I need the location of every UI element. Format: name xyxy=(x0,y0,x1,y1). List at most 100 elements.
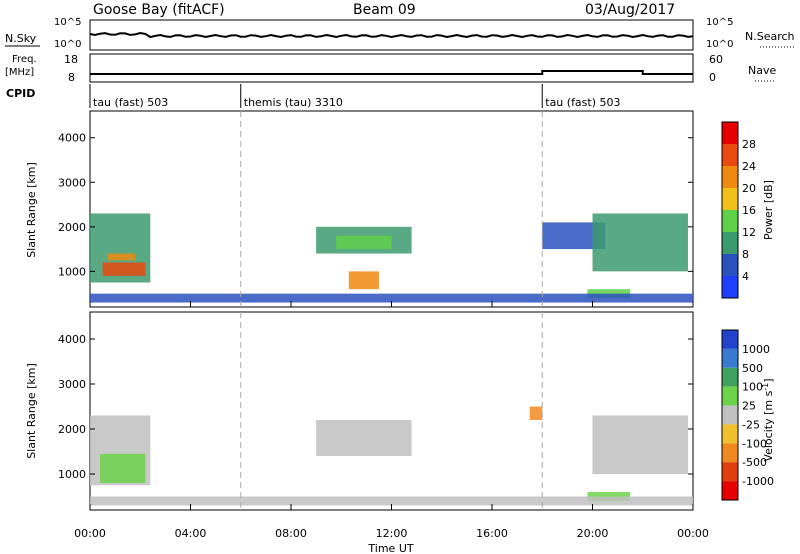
velocity-region xyxy=(592,415,688,474)
power-colorbar-swatch xyxy=(722,188,738,210)
xtick-label: 00:00 xyxy=(677,527,709,540)
nave-tick-0: 0 xyxy=(709,71,716,84)
freq-tick-8: 8 xyxy=(68,71,75,84)
velocity-colorbar-swatch xyxy=(722,405,738,425)
power-region xyxy=(90,293,693,303)
velocity-colorbar: 1000 500 100 25 -25 -100 -500 -1000 xyxy=(721,329,774,501)
power-colorbar-swatch xyxy=(722,144,738,166)
noise-right-label: N.Search xyxy=(745,30,795,43)
power-colorbar-frame xyxy=(721,121,739,299)
velocity-colorbar-tick: -100 xyxy=(742,437,767,450)
velocity-region xyxy=(100,453,146,483)
velocity-colorbar-tick: -1000 xyxy=(742,475,774,488)
power-colorbar-tick: 28 xyxy=(742,138,756,151)
power-region xyxy=(348,271,379,290)
power-region xyxy=(592,213,688,272)
power-colorbar-swatch xyxy=(722,210,738,232)
power-colorbar: 4 8 12 16 20 24 28 xyxy=(721,121,756,299)
velocity-colorbar-tick: -25 xyxy=(742,418,760,431)
velocity-colorbar-label: Velocity [m s-1] xyxy=(761,378,775,461)
velocity-colorbar-swatch xyxy=(722,348,738,368)
noise-sky-line xyxy=(89,31,694,39)
power-ytick-label: 3000 xyxy=(58,176,86,189)
velocity-label-sup: -1 xyxy=(761,383,770,391)
power-colorbar-tick: 16 xyxy=(742,204,756,217)
freq-label-2: [MHz] xyxy=(5,67,34,78)
power-colorbar-swatch xyxy=(722,276,738,298)
noise-right-tick-top: 10^5 xyxy=(706,17,733,28)
nave-tick-60: 60 xyxy=(709,53,723,66)
freq-panel-frame xyxy=(89,53,694,83)
velocity-colorbar-tick: 100 xyxy=(742,381,763,394)
power-region xyxy=(102,262,146,276)
velocity-panel-frame xyxy=(89,311,694,511)
cpid-segment-label: tau (fast) 503 xyxy=(93,96,168,109)
xtick-label: 12:00 xyxy=(376,527,408,540)
power-colorbar-label: Power [dB] xyxy=(762,180,775,240)
cpid-label: CPID xyxy=(6,87,35,100)
date-title: 03/Aug/2017 xyxy=(585,2,675,18)
power-ytick-label: 2000 xyxy=(58,221,86,234)
velocity-colorbar-frame xyxy=(721,329,739,501)
velocity-colorbar-swatch xyxy=(722,462,738,482)
power-ytick-label: 1000 xyxy=(58,265,86,278)
mode-change-lines xyxy=(240,111,543,510)
xtick-label: 04:00 xyxy=(175,527,207,540)
xtick-label: 20:00 xyxy=(577,527,609,540)
power-ytick-label: 4000 xyxy=(58,132,86,145)
x-axis-label: Time UT xyxy=(367,542,413,554)
velocity-region xyxy=(90,496,693,506)
station-title: Goose Bay (fitACF) xyxy=(93,2,225,18)
velocity-label-main: Velocity [m s xyxy=(762,390,775,461)
noise-tick-top: 10^5 xyxy=(54,17,81,28)
velocity-ytick-label: 1000 xyxy=(58,468,86,481)
velocity-ytick-label: 3000 xyxy=(58,378,86,391)
power-colorbar-tick: 8 xyxy=(742,248,749,261)
power-region xyxy=(107,253,136,261)
power-colorbar-tick: 4 xyxy=(742,270,749,283)
velocity-region xyxy=(529,406,543,420)
power-colorbar-swatch xyxy=(722,254,738,276)
power-colorbar-tick: 12 xyxy=(742,226,756,239)
noise-left-label: N.Sky xyxy=(5,32,37,45)
xtick-label: 08:00 xyxy=(275,527,307,540)
power-region xyxy=(336,235,392,250)
velocity-colorbar-swatch xyxy=(722,367,738,387)
velocity-colorbar-tick: 500 xyxy=(742,362,763,375)
power-data xyxy=(90,213,693,303)
power-colorbar-tick: 20 xyxy=(742,182,756,195)
velocity-colorbar-tick: 1000 xyxy=(742,343,770,356)
velocity-ytick-label: 2000 xyxy=(58,423,86,436)
velocity-colorbar-tick: 25 xyxy=(742,400,756,413)
velocity-colorbar-swatch xyxy=(722,424,738,444)
nave-label: Nave xyxy=(748,64,776,77)
beam-title: Beam 09 xyxy=(353,2,416,18)
xtick-label: 00:00 xyxy=(74,527,106,540)
velocity-region xyxy=(316,420,412,456)
y-ticks: 1000 2000 3000 4000 1000 2000 3000 4000 xyxy=(58,132,693,481)
cpid-segment-label: tau (fast) 503 xyxy=(545,96,620,109)
power-colorbar-swatch xyxy=(722,166,738,188)
velocity-ylabel: Slant Range [km] xyxy=(25,363,38,459)
velocity-ytick-label: 4000 xyxy=(58,333,86,346)
velocity-label-end: ] xyxy=(762,378,775,382)
cpid-segments: tau (fast) 503 themis (tau) 3310 tau (fast… xyxy=(89,84,621,109)
velocity-colorbar-tick: -500 xyxy=(742,456,767,469)
power-colorbar-swatch xyxy=(722,232,738,254)
noise-tick-bottom: 10^0 xyxy=(54,39,81,50)
velocity-colorbar-swatch xyxy=(722,386,738,406)
power-colorbar-tick: 24 xyxy=(742,160,756,173)
freq-label-1: Freq. xyxy=(12,54,37,65)
power-panel-frame xyxy=(89,110,694,308)
power-colorbar-swatch xyxy=(722,122,738,144)
velocity-data xyxy=(90,406,693,506)
x-ticks: 00:00 04:00 08:00 12:00 16:00 20:00 00:00 xyxy=(74,301,709,540)
freq-tick-18: 18 xyxy=(64,53,78,66)
noise-right-tick-bottom: 10^0 xyxy=(706,39,733,50)
power-ylabel: Slant Range [km] xyxy=(25,162,38,258)
xtick-label: 16:00 xyxy=(476,527,508,540)
velocity-colorbar-swatch xyxy=(722,330,738,349)
freq-line xyxy=(90,70,693,75)
velocity-colorbar-swatch xyxy=(722,481,738,500)
